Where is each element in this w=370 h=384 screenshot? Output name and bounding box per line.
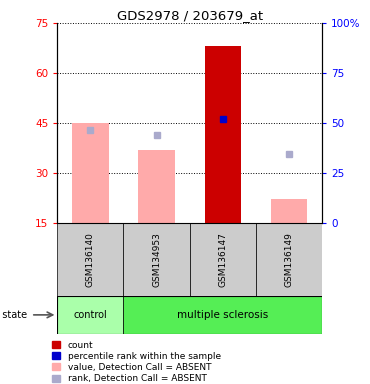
- Title: GDS2978 / 203679_at: GDS2978 / 203679_at: [117, 9, 263, 22]
- Text: GSM134953: GSM134953: [152, 232, 161, 286]
- Legend: count, percentile rank within the sample, value, Detection Call = ABSENT, rank, : count, percentile rank within the sample…: [52, 341, 221, 383]
- Text: GSM136140: GSM136140: [86, 232, 95, 286]
- Bar: [124, 296, 322, 334]
- Bar: [205, 46, 241, 223]
- Text: GSM136149: GSM136149: [284, 232, 293, 286]
- Bar: [138, 149, 175, 223]
- Text: disease state: disease state: [0, 310, 28, 320]
- Bar: [256, 223, 322, 296]
- Bar: [124, 223, 189, 296]
- Text: GSM136147: GSM136147: [218, 232, 227, 286]
- Bar: [57, 223, 124, 296]
- Bar: [72, 123, 109, 223]
- Text: multiple sclerosis: multiple sclerosis: [177, 310, 268, 320]
- Text: control: control: [74, 310, 107, 320]
- Bar: [57, 296, 124, 334]
- Bar: [189, 223, 256, 296]
- Bar: [270, 199, 307, 223]
